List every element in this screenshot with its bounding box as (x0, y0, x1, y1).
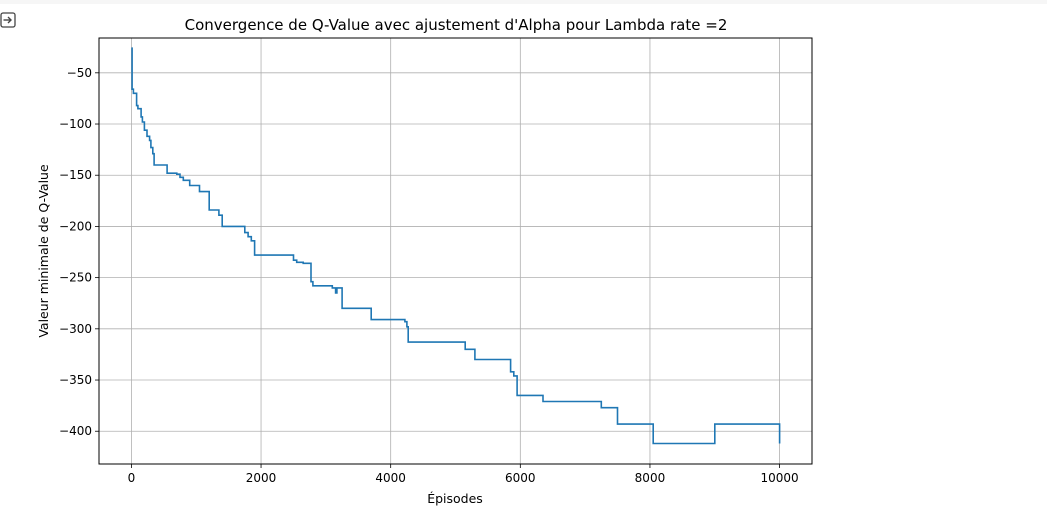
y-tick-label: −150 (59, 168, 92, 182)
y-tick-label: −50 (67, 66, 92, 80)
y-tick-label: −200 (59, 219, 92, 233)
y-tick-label: −300 (59, 322, 92, 336)
plot-frame (98, 37, 813, 465)
x-axis-label: Épisodes (427, 491, 483, 506)
y-axis-label: Valeur minimale de Q-Value (36, 164, 51, 338)
y-tick-label: −100 (59, 117, 92, 131)
x-tick-label: 10000 (760, 471, 798, 485)
series-layer (131, 47, 781, 445)
y-tick-label: −250 (59, 271, 92, 285)
output-arrow-icon[interactable] (0, 12, 16, 28)
notebook-top-bar (0, 0, 1047, 4)
x-tick-label: 6000 (505, 471, 536, 485)
grid-lines (99, 38, 812, 464)
series-line-0 (131, 47, 781, 445)
x-tick-label: 2000 (246, 471, 277, 485)
chart-title: Convergence de Q-Value avec ajustement d… (185, 16, 728, 34)
x-tick-label: 0 (128, 471, 136, 485)
axis-ticks: 0 2000 4000 6000 8000 10000 −50 −100 −150 −200 −25… (59, 66, 799, 485)
y-tick-label: −350 (59, 373, 92, 387)
y-tick-label: −400 (59, 424, 92, 438)
x-tick-label: 4000 (375, 471, 406, 485)
x-tick-label: 8000 (635, 471, 666, 485)
